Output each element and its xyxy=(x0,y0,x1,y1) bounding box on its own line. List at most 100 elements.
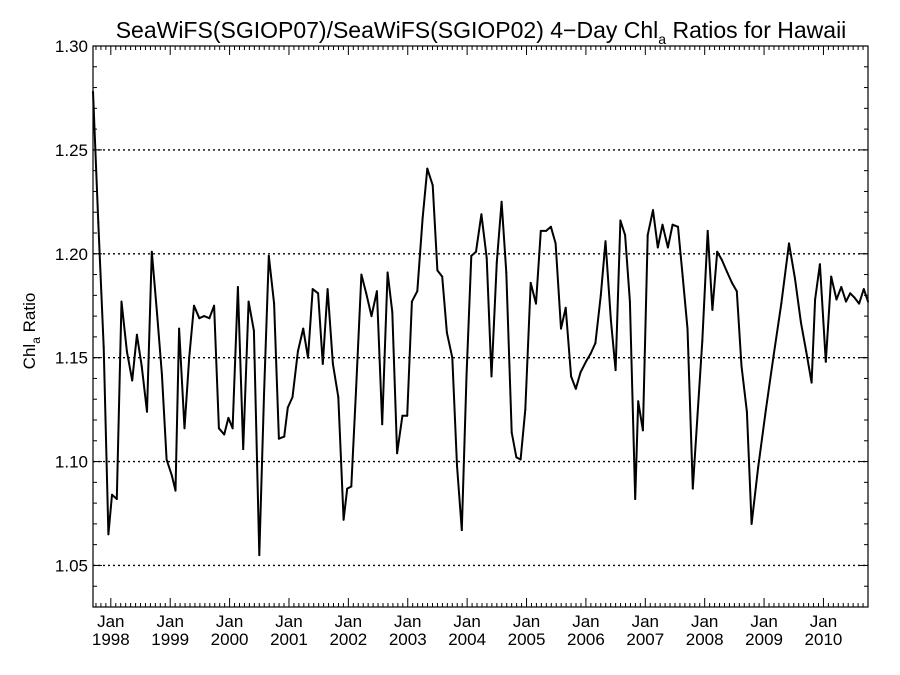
x-tick-month: Jan xyxy=(394,612,421,631)
data-point xyxy=(666,246,669,249)
data-point xyxy=(515,456,518,459)
y-axis-label: Chla Ratio xyxy=(20,293,43,370)
data-point xyxy=(549,225,552,228)
x-tick-month: Jan xyxy=(513,612,540,631)
data-point xyxy=(396,452,399,455)
data-point xyxy=(236,286,239,288)
data-point xyxy=(706,229,709,232)
data-point xyxy=(554,242,557,245)
data-point xyxy=(641,429,644,432)
data-point xyxy=(818,263,821,266)
data-point xyxy=(426,167,429,170)
data-point xyxy=(524,408,527,411)
data-point xyxy=(102,346,105,349)
data-point xyxy=(436,269,439,272)
data-point xyxy=(745,410,748,413)
data-point xyxy=(799,321,802,324)
data-point xyxy=(198,317,201,320)
data-point xyxy=(381,423,384,426)
data-point xyxy=(355,387,358,390)
data-point xyxy=(193,304,195,307)
data-point xyxy=(217,427,220,430)
data-point xyxy=(656,246,659,249)
x-tick-month: Jan xyxy=(216,612,243,631)
data-point xyxy=(273,302,276,305)
data-point xyxy=(490,375,493,378)
data-point xyxy=(131,379,134,382)
x-tick-month: Jan xyxy=(156,612,183,631)
x-tick-year: 2004 xyxy=(448,630,486,649)
data-point xyxy=(165,458,168,461)
data-point xyxy=(386,271,389,274)
data-point xyxy=(431,184,434,187)
data-point xyxy=(805,350,808,353)
data-point xyxy=(421,217,424,220)
chart-title: SeaWiFS(SGIOP07)/SeaWiFS(SGIOP02) 4−Day … xyxy=(116,17,847,47)
data-point xyxy=(208,317,211,320)
data-point xyxy=(853,296,856,299)
data-point xyxy=(171,475,173,478)
data-point xyxy=(711,308,714,311)
data-point xyxy=(579,371,582,374)
data-point xyxy=(628,300,631,303)
data-point xyxy=(788,242,790,245)
data-point xyxy=(519,458,522,461)
data-point xyxy=(286,406,289,409)
data-point xyxy=(560,327,562,330)
data-point xyxy=(125,350,128,353)
data-point xyxy=(500,200,503,203)
data-point xyxy=(814,298,817,301)
data-point xyxy=(410,300,413,303)
data-point xyxy=(311,288,314,291)
grid-lines xyxy=(93,149,868,567)
data-point xyxy=(750,522,753,525)
data-point xyxy=(599,294,602,297)
data-point xyxy=(609,319,612,322)
data-point xyxy=(267,254,270,257)
data-point xyxy=(810,381,813,384)
data-point xyxy=(780,302,783,305)
data-point xyxy=(258,554,261,557)
x-tick-year: 2000 xyxy=(211,630,249,649)
x-tick-month: Jan xyxy=(810,612,837,631)
data-point xyxy=(140,365,143,367)
data-point xyxy=(391,311,394,313)
data-point xyxy=(570,375,573,378)
data-point xyxy=(160,373,163,376)
data-point xyxy=(296,350,299,353)
data-point xyxy=(227,416,230,419)
data-point xyxy=(652,209,654,212)
data-point xyxy=(441,275,444,278)
y-axis-label-subscript: a xyxy=(29,337,43,344)
data-point xyxy=(757,466,760,469)
data-point xyxy=(480,213,483,216)
data-point xyxy=(223,433,226,436)
y-tick-label: 1.05 xyxy=(55,556,88,575)
data-point xyxy=(584,360,587,363)
data-point xyxy=(252,329,255,332)
data-point xyxy=(624,234,627,237)
x-tick-year: 2009 xyxy=(745,630,783,649)
x-tick-month: Jan xyxy=(97,612,124,631)
data-point xyxy=(574,387,577,390)
x-tick-year: 2007 xyxy=(626,630,664,649)
data-point xyxy=(764,408,767,411)
x-tick-year: 2005 xyxy=(508,630,546,649)
data-point xyxy=(203,315,206,318)
data-point xyxy=(681,275,684,278)
x-tick-month: Jan xyxy=(335,612,362,631)
data-point xyxy=(247,300,250,303)
x-tick-year: 2008 xyxy=(686,630,724,649)
y-tick-label: 1.15 xyxy=(55,349,88,368)
y-tick-label: 1.30 xyxy=(55,37,88,56)
data-point xyxy=(594,342,597,345)
data-point xyxy=(188,356,191,359)
data-point xyxy=(858,302,861,305)
data-point xyxy=(862,288,865,291)
x-tick-year: 2003 xyxy=(389,630,427,649)
x-tick-year: 2006 xyxy=(567,630,605,649)
x-tick-month: Jan xyxy=(453,612,480,631)
data-point xyxy=(867,300,869,303)
data-point xyxy=(840,286,843,288)
